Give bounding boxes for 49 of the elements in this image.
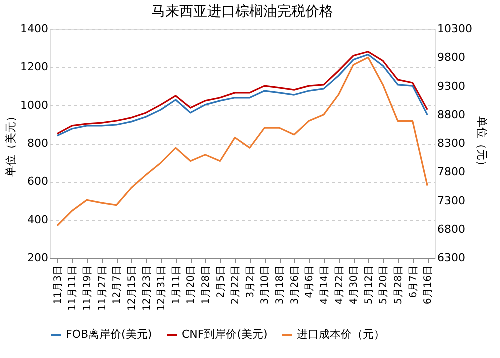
x-tick-label: 6月16日 <box>423 266 434 305</box>
legend-label: FOB离岸价(美元) <box>66 328 152 341</box>
x-tick-label: 12月23日 <box>142 266 153 311</box>
chart-title: 马来西亚进口棕榈油完税价格 <box>152 4 334 20</box>
legend-label: 进口成本价（元） <box>297 328 385 341</box>
x-tick-label: 11月19日 <box>82 266 94 311</box>
y-axis-title: 单位（美元） <box>4 111 18 177</box>
x-tick-label: 12月7日 <box>112 266 124 305</box>
y-tick-label: 1200 <box>20 60 48 74</box>
y2-axis-title: 单位（元） <box>475 116 488 172</box>
y2-tick-label: 6800 <box>438 222 466 236</box>
x-tick-label: 3月2日 <box>245 266 256 298</box>
x-tick-label: 3月26日 <box>290 266 301 305</box>
y2-tick-label: 9300 <box>438 80 466 93</box>
legend-label: CNF到岸价(美元) <box>182 328 268 341</box>
x-tick-label: 5月20日 <box>378 266 390 305</box>
x-tick-label: 5月12日 <box>364 266 375 305</box>
x-tick-label: 11月27日 <box>97 266 108 311</box>
x-tick-label: 4月14日 <box>319 266 330 305</box>
y2-tick-label: 8800 <box>438 108 466 122</box>
y2-tick-label: 8300 <box>438 137 466 150</box>
x-tick-label: 4月30日 <box>349 266 360 305</box>
x-tick-label: 5月28日 <box>393 266 404 305</box>
y2-tick-label: 6300 <box>438 252 466 264</box>
x-tick-label: 4月6日 <box>304 266 316 298</box>
y-tick-label: 600 <box>28 175 48 188</box>
x-tick-label: 11月3日 <box>52 266 64 305</box>
y-tick-label: 400 <box>28 213 48 226</box>
x-tick-label: 11月11日 <box>68 266 79 311</box>
x-tick-label: 12月31日 <box>156 266 168 311</box>
x-tick-label: 1月20日 <box>186 266 198 305</box>
x-tick-label: 2月22日 <box>230 266 242 305</box>
x-tick-label: 6月7日 <box>408 266 420 298</box>
y2-tick-label: 7800 <box>438 166 466 179</box>
x-tick-label: 3月18日 <box>275 266 286 305</box>
y-tick-label: 1400 <box>20 22 48 36</box>
y2-tick-label: 9800 <box>438 51 466 64</box>
y2-tick-label: 10300 <box>438 22 472 36</box>
y-tick-label: 1000 <box>20 98 48 112</box>
x-tick-label: 12月15日 <box>126 266 138 311</box>
x-tick-label: 4月22日 <box>334 266 346 305</box>
x-tick-label: 1月11日 <box>171 266 182 305</box>
x-tick-label: 1月28日 <box>200 266 212 305</box>
line-series <box>56 56 428 227</box>
y2-tick-label: 7300 <box>438 194 466 208</box>
y-tick-label: 200 <box>28 252 48 264</box>
y-tick-label: 800 <box>28 137 48 150</box>
x-tick-label: 2月5日 <box>216 266 227 298</box>
x-tick-label: 3月10日 <box>260 266 272 305</box>
